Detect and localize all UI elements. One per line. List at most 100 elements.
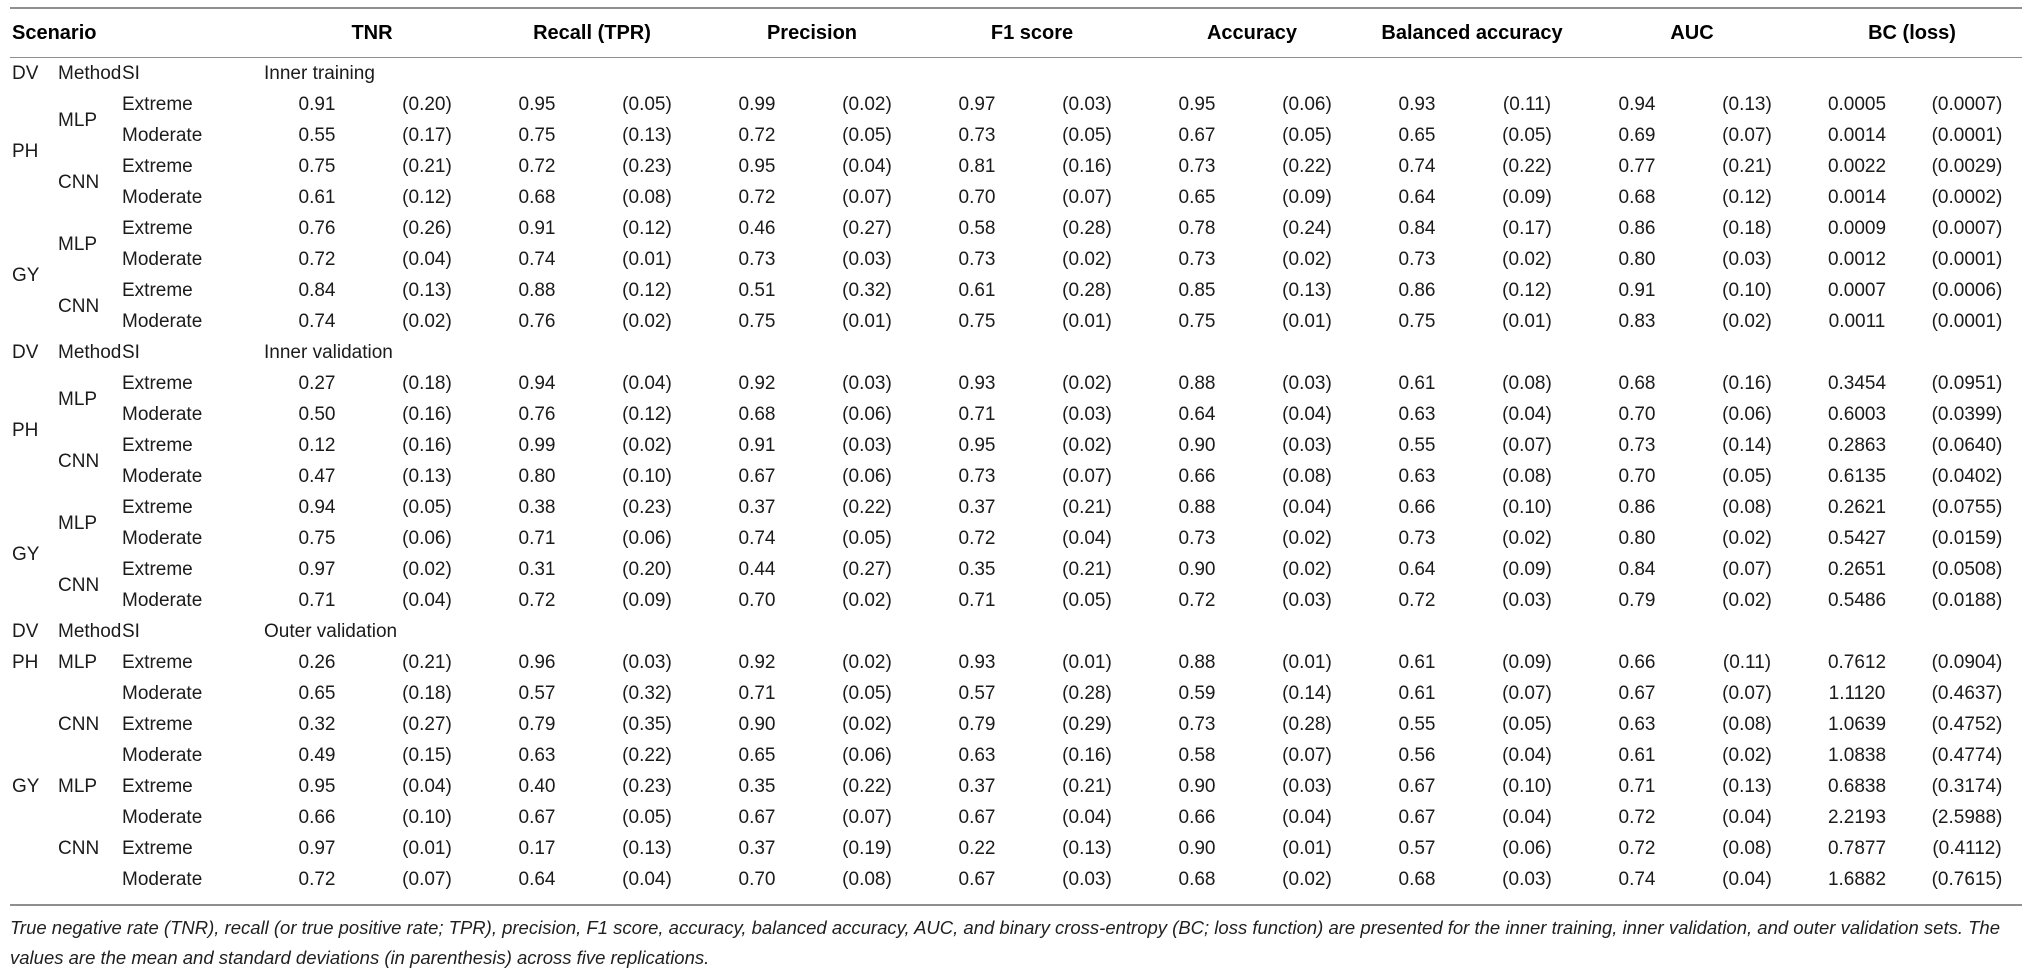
sd-cell: (0.01) <box>1062 652 1112 673</box>
mean-cell: 0.94 <box>1618 94 1656 115</box>
table-row: CNN Extreme 0.97 (0.01) 0.17 (0.13) 0.37 (0.19)… <box>10 833 2022 864</box>
sd-cell: (0.26) <box>402 218 452 239</box>
mean-cell: 0.73 <box>958 249 996 270</box>
mean-cell: 0.79 <box>1618 590 1656 611</box>
table-row: Moderate 0.74 (0.02) 0.76 (0.02) 0.75 (0.01) 0.… <box>10 306 2022 337</box>
mean-cell: 0.84 <box>1618 559 1656 580</box>
method-cell: MLP <box>58 776 98 797</box>
method-cell: MLP <box>58 233 98 255</box>
mean-cell: 0.73 <box>1618 435 1656 456</box>
sd-cell: (0.27) <box>842 559 892 580</box>
mean-cell: 0.37 <box>958 776 996 797</box>
mean-cell: 0.68 <box>1178 869 1216 890</box>
mean-cell: 0.88 <box>1178 652 1216 673</box>
si-cell: Moderate <box>122 125 203 146</box>
mean-cell: 0.97 <box>298 559 336 580</box>
mean-cell: 0.73 <box>1178 249 1216 270</box>
sd-cell: (0.07) <box>1062 187 1112 208</box>
sd-cell: (0.12) <box>402 187 452 208</box>
method-cell: CNN <box>58 714 100 735</box>
sd-cell: (0.35) <box>622 714 672 735</box>
sd-cell: (0.0402) <box>1931 466 2003 487</box>
sd-cell: (0.07) <box>842 807 892 828</box>
mean-cell: 0.7612 <box>1827 652 1887 673</box>
sd-cell: (0.05) <box>842 125 892 146</box>
sd-cell: (0.28) <box>1282 714 1332 735</box>
mean-cell: 0.46 <box>738 218 776 239</box>
sd-cell: (0.16) <box>1062 745 1112 766</box>
sd-cell: (0.04) <box>1062 807 1112 828</box>
sd-cell: (0.21) <box>1062 559 1112 580</box>
sd-cell: (0.12) <box>622 280 672 301</box>
sd-cell: (0.01) <box>1282 838 1332 859</box>
sd-cell: (0.04) <box>1502 745 1552 766</box>
mean-cell: 0.79 <box>518 714 556 735</box>
sd-cell: (0.18) <box>402 683 452 704</box>
mean-cell: 0.6135 <box>1827 466 1887 487</box>
mean-cell: 0.0011 <box>1828 311 1886 332</box>
sd-cell: (0.02) <box>622 311 672 332</box>
mean-cell: 0.37 <box>738 838 776 859</box>
mean-cell: 0.93 <box>958 373 996 394</box>
mean-cell: 0.58 <box>958 218 996 239</box>
sd-cell: (0.0001) <box>1931 249 2003 270</box>
sd-cell: (0.01) <box>1282 311 1332 332</box>
mean-cell: 0.35 <box>958 559 996 580</box>
sd-cell: (0.09) <box>1502 559 1552 580</box>
mean-cell: 0.75 <box>738 311 776 332</box>
subheader-si: SI <box>122 621 140 642</box>
sd-cell: (0.0159) <box>1931 528 2003 549</box>
mean-cell: 0.6838 <box>1827 776 1887 797</box>
sd-cell: (0.06) <box>402 528 452 549</box>
mean-cell: 0.71 <box>958 404 996 425</box>
table-row: Moderate 0.49 (0.15) 0.63 (0.22) 0.65 (0.06) 0.… <box>10 740 2022 771</box>
sd-cell: (0.22) <box>1502 156 1552 177</box>
sd-cell: (0.04) <box>842 156 892 177</box>
mean-cell: 0.78 <box>1178 218 1216 239</box>
mean-cell: 0.72 <box>518 590 556 611</box>
sd-cell: (0.08) <box>1722 838 1772 859</box>
sd-cell: (0.04) <box>1722 807 1772 828</box>
mean-cell: 0.71 <box>1618 776 1656 797</box>
sd-cell: (0.0006) <box>1931 280 2003 301</box>
mean-cell: 0.73 <box>1178 528 1216 549</box>
sd-cell: (0.07) <box>1502 683 1552 704</box>
mean-cell: 0.40 <box>518 776 556 797</box>
sd-cell: (0.02) <box>1722 590 1772 611</box>
mean-cell: 0.79 <box>958 714 996 735</box>
subheader-method: Method <box>58 621 122 642</box>
sd-cell: (0.08) <box>622 187 672 208</box>
sd-cell: (0.02) <box>1062 435 1112 456</box>
sd-cell: (0.08) <box>1502 373 1552 394</box>
table-row: GY MLP Extreme 0.95 (0.04) 0.40 (0.23) 0.35 (0.2… <box>10 771 2022 802</box>
sd-cell: (0.21) <box>1062 497 1112 518</box>
mean-cell: 0.64 <box>1398 187 1436 208</box>
sd-cell: (0.03) <box>1282 590 1332 611</box>
sd-cell: (0.04) <box>402 590 452 611</box>
sd-cell: (0.4112) <box>1932 838 2002 859</box>
mean-cell: 0.74 <box>518 249 556 270</box>
sd-cell: (0.05) <box>1722 466 1772 487</box>
si-cell: Moderate <box>122 311 203 332</box>
si-cell: Extreme <box>122 94 193 115</box>
sd-cell: (0.32) <box>622 683 672 704</box>
sd-cell: (0.12) <box>1502 280 1552 301</box>
table-row: PH MLP Extreme 0.91 (0.20) 0.95 (0.05) 0.99 (0.0… <box>10 89 2022 162</box>
sd-cell: (0.04) <box>1502 404 1552 425</box>
mean-cell: 0.95 <box>738 156 776 177</box>
mean-cell: 0.72 <box>1618 807 1656 828</box>
sd-cell: (0.13) <box>622 125 672 146</box>
si-cell: Moderate <box>122 466 203 487</box>
mean-cell: 0.95 <box>298 776 336 797</box>
sd-cell: (0.08) <box>1282 466 1332 487</box>
table-row: Moderate 0.47 (0.13) 0.80 (0.10) 0.67 (0.06) 0.… <box>10 461 2022 492</box>
mean-cell: 0.86 <box>1618 218 1656 239</box>
sd-cell: (0.0399) <box>1931 404 2003 425</box>
subheader-dv: DV <box>12 63 39 84</box>
mean-cell: 0.26 <box>298 652 336 673</box>
results-table-body: DV Method SI Inner training PH MLP Extreme 0.91… <box>10 58 2022 896</box>
table-row: Moderate 0.72 (0.04) 0.74 (0.01) 0.73 (0.03) 0.… <box>10 244 2022 275</box>
table-row: GY MLP Extreme 0.94 (0.05) 0.38 (0.23) 0.37 (0.2… <box>10 492 2022 565</box>
mean-cell: 0.61 <box>1398 652 1436 673</box>
sd-cell: (0.06) <box>1282 94 1332 115</box>
